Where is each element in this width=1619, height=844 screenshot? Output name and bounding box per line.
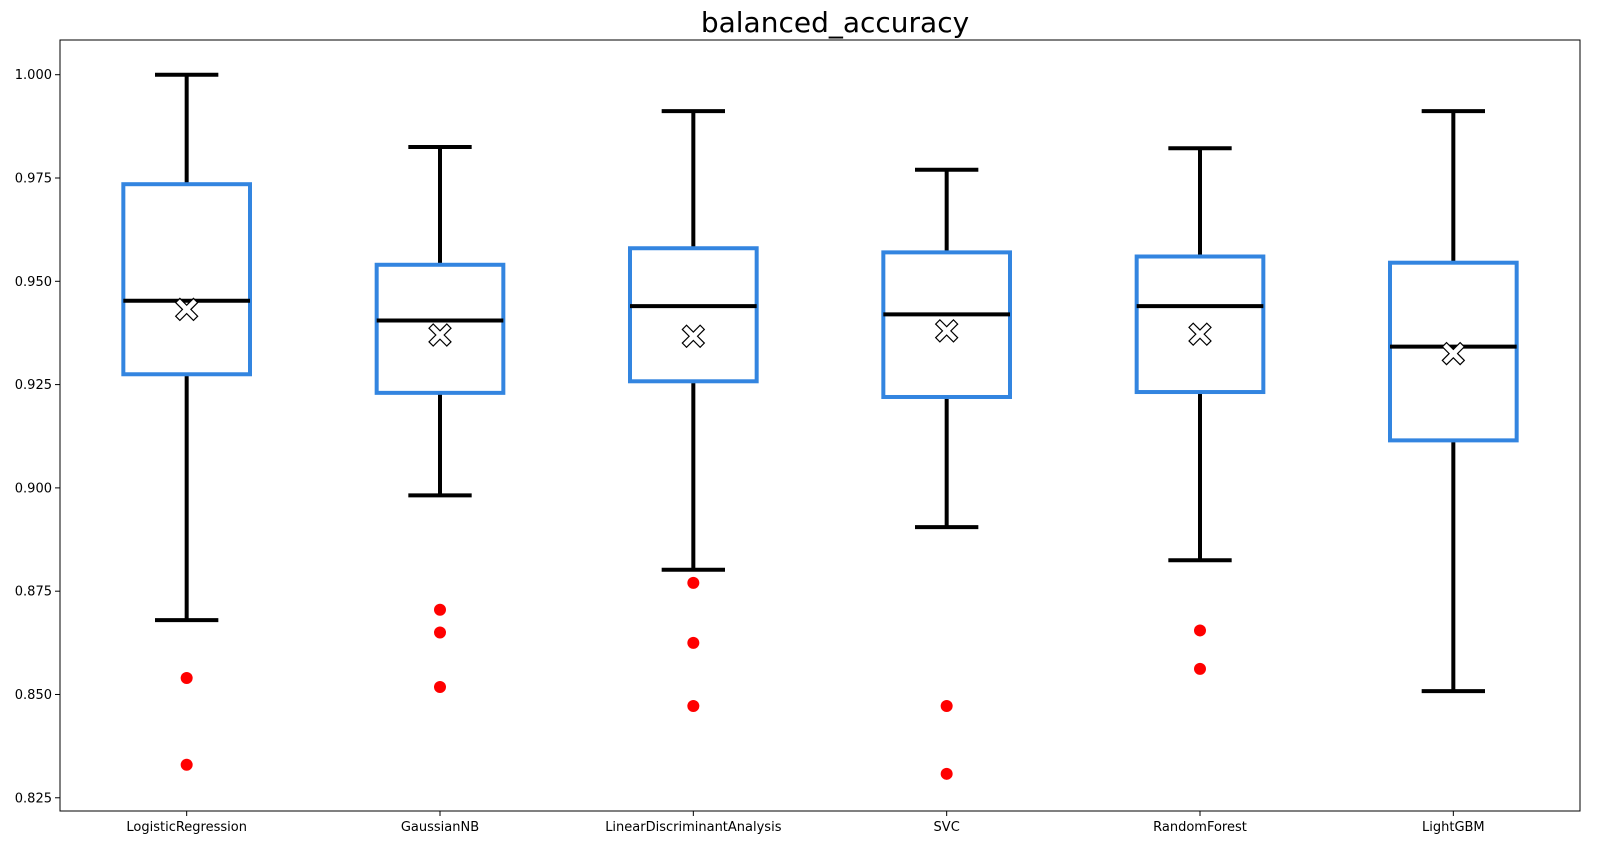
outlier-point [940,767,953,780]
x-tick-label: LogisticRegression [126,820,247,835]
y-tick-label: 0.825 [15,791,52,806]
y-tick-label: 1.000 [15,68,52,83]
mean-marker [934,319,959,343]
outlier-point [940,700,953,713]
y-tick-label: 0.900 [15,481,52,496]
iqr-box [881,250,1012,399]
y-tick-label: 0.925 [15,378,52,393]
chart-title: balanced_accuracy [701,6,969,39]
outlier-point [434,626,446,639]
iqr-box [1134,254,1266,395]
iqr-box [374,262,506,395]
mean-marker [428,323,452,347]
mean-marker [681,324,706,349]
x-tick-label: LightGBM [1422,820,1485,835]
outlier-point [434,681,446,694]
x-tick-label: LinearDiscriminantAnalysis [605,820,782,835]
x-tick-label: GaussianNB [401,820,479,835]
mean-marker [174,297,199,322]
iqr-box [1388,260,1519,443]
y-tick-label: 0.875 [15,585,52,600]
plot-area: 0.825 0.850 0.875 0.900 0.925 0.950 0.975 1.000… [15,68,1519,835]
outlier-point [1194,624,1206,637]
y-tick-label: 0.950 [15,275,52,290]
outlier-point [180,758,193,771]
outlier-point [687,700,700,713]
iqr-box [628,246,759,384]
outlier-point [434,603,446,616]
x-tick-label: SVC [934,820,960,835]
plot-frame [59,39,1581,812]
outlier-point [687,636,700,649]
y-tick-label: 0.850 [15,688,52,703]
y-tick-label: 0.975 [15,172,52,187]
outlier-point [180,671,193,684]
mean-marker [1441,341,1466,366]
iqr-box [121,182,252,377]
mean-marker [1188,322,1212,347]
outlier-point [1194,662,1206,675]
x-tick-label: RandomForest [1153,820,1247,835]
outlier-point [687,576,700,589]
